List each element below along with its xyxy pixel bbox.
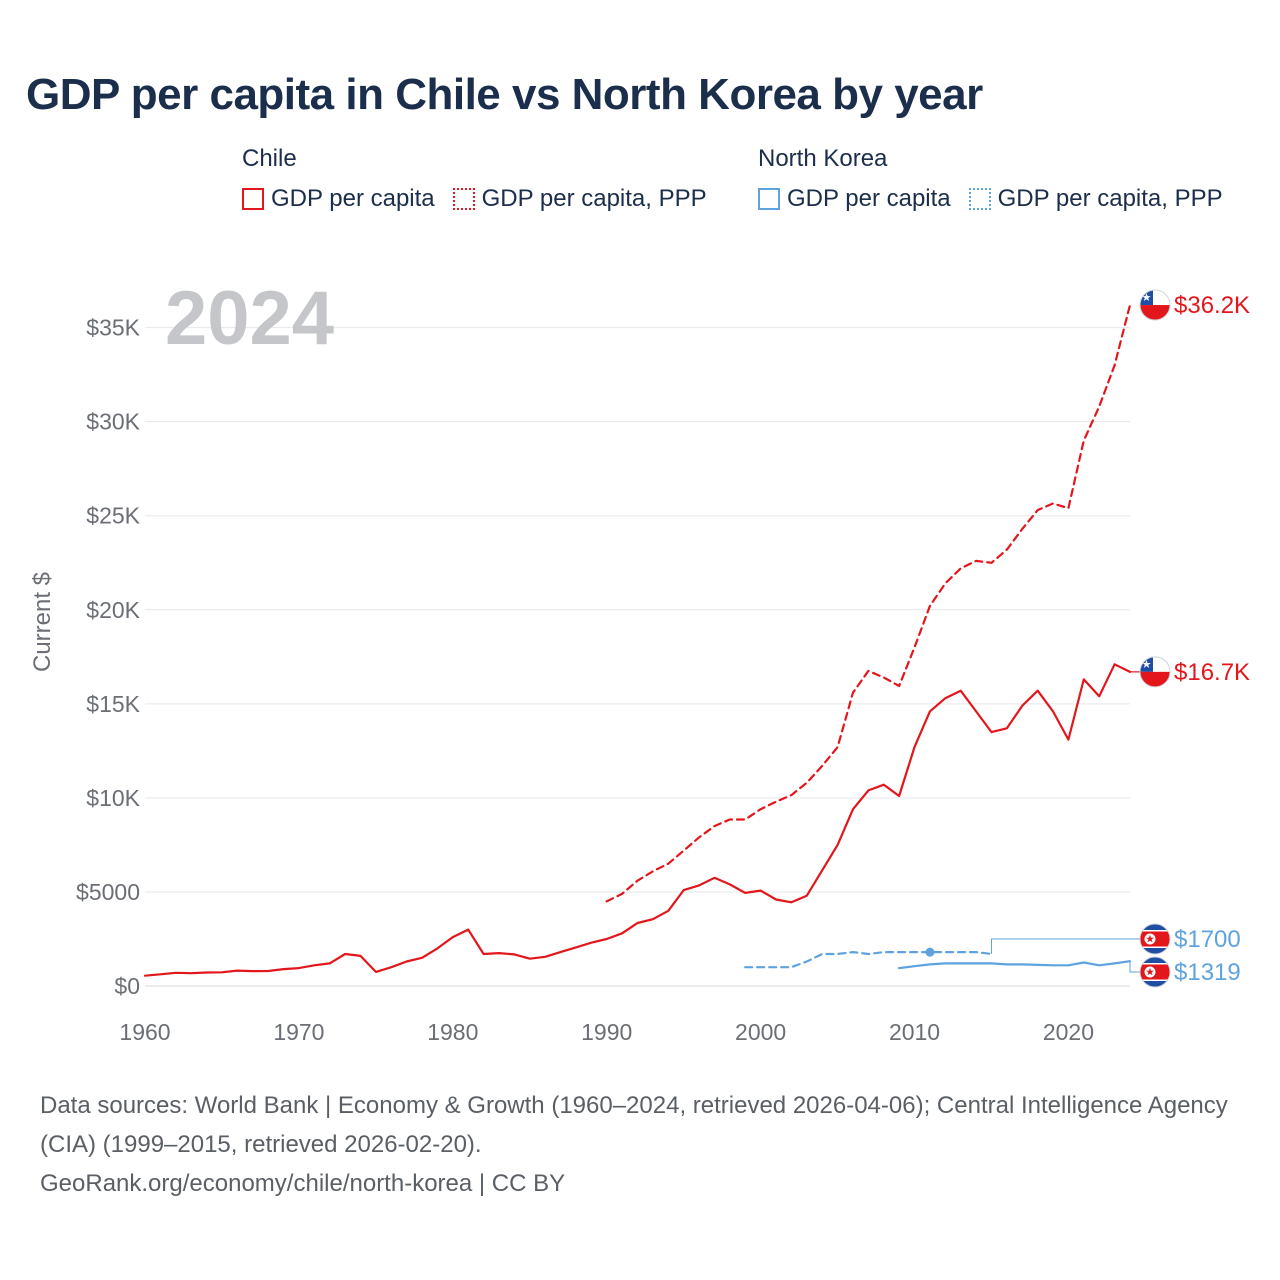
flag-shape	[1140, 924, 1170, 954]
flag-outline	[1139, 289, 1171, 321]
legend-label: GDP per capita	[271, 185, 435, 212]
legend-swatch-dotted-icon	[968, 188, 991, 210]
y-tick-label: $20K	[86, 597, 140, 623]
series-lines	[143, 303, 1132, 977]
x-axis: 1960 1970 1980 1990 2000 2010 2020	[119, 1019, 1094, 1045]
flag-outline	[1139, 656, 1171, 688]
y-tick-label: $15K	[86, 691, 140, 717]
flag-red-band	[1140, 305, 1170, 321]
y-tick-label: $0	[114, 973, 140, 999]
x-tick-label: 2020	[1043, 1019, 1094, 1045]
legend-group-label-chile: Chile	[242, 145, 297, 172]
legend-group-label-north-korea: North Korea	[758, 145, 888, 172]
y-axis-title: Current $	[29, 572, 56, 672]
end-value-label: $16.7K	[1174, 659, 1250, 686]
year-watermark: 2024	[165, 276, 334, 361]
series-north-korea-gdp	[897, 960, 1132, 970]
y-tick-label: $30K	[86, 409, 140, 435]
end-value-label: $36.2K	[1174, 292, 1250, 319]
series-chile-gdp-ppp	[605, 303, 1132, 903]
north-korea-flag-icon	[1139, 956, 1171, 988]
end-value-label: $1319	[1174, 959, 1241, 986]
flag-shape	[1140, 656, 1170, 687]
legend-group-north-korea: North Korea GDP per capita GDP per capit…	[758, 143, 1241, 213]
chile-flag-icon	[1139, 289, 1171, 321]
legend-label: GDP per capita, PPP	[481, 185, 707, 212]
north-korea-flag-icon	[1139, 923, 1171, 955]
x-tick-label: 1960	[119, 1019, 170, 1045]
flag-shape	[1140, 957, 1170, 987]
end-labels: $36.2K $16.7K $1700 $1319	[990, 289, 1250, 988]
label-connector	[1129, 961, 1140, 973]
footer: Data sources: World Bank | Economy & Gro…	[40, 1086, 1250, 1203]
data-point-marker	[925, 947, 935, 957]
y-tick-label: $10K	[86, 785, 140, 811]
series-chile-gdp	[143, 663, 1132, 977]
x-tick-label: 1970	[273, 1019, 324, 1045]
legend-label: GDP per capita, PPP	[997, 185, 1223, 212]
x-tick-label: 2000	[735, 1019, 786, 1045]
legend-item-north-korea-gdp[interactable]: GDP per capita	[758, 185, 951, 213]
flag-star	[1146, 967, 1154, 976]
x-tick-label: 1980	[427, 1019, 478, 1045]
x-tick-label: 1990	[581, 1019, 632, 1045]
flag-star	[1142, 659, 1151, 668]
grid-lines	[145, 327, 1130, 987]
flag-outline	[1139, 956, 1171, 988]
y-tick-label: $5000	[76, 879, 140, 905]
flag-red-band	[1140, 671, 1170, 687]
end-value-label: $1700	[1174, 926, 1241, 953]
flag-star	[1142, 293, 1151, 302]
chart-title: GDP per capita in Chile vs North Korea b…	[26, 70, 983, 119]
series-north-korea-gdp-ppp	[744, 950, 993, 969]
label-connector	[990, 938, 1140, 955]
y-tick-label: $35K	[86, 315, 140, 341]
legend-item-north-korea-gdp-ppp[interactable]: GDP per capita, PPP	[968, 185, 1223, 213]
x-tick-label: 2010	[889, 1019, 940, 1045]
legend-item-chile-gdp[interactable]: GDP per capita	[242, 185, 435, 213]
flag-outline	[1139, 923, 1171, 955]
legend-swatch-solid-icon	[758, 188, 780, 210]
flag-star	[1146, 934, 1154, 943]
chile-flag-icon	[1139, 656, 1171, 688]
legend-swatch-dotted-icon	[452, 188, 475, 210]
legend-label: GDP per capita	[787, 185, 951, 212]
footer-sources: Data sources: World Bank | Economy & Gro…	[40, 1092, 1228, 1158]
legend-swatch-solid-icon	[242, 188, 264, 210]
legend-item-chile-gdp-ppp[interactable]: GDP per capita, PPP	[452, 185, 707, 213]
y-tick-label: $25K	[86, 503, 140, 529]
line-chart: $0 $5000 $10K $15K $20K $25K $30K $35K 1960 1970…	[29, 276, 1250, 1045]
y-axis: $0 $5000 $10K $15K $20K $25K $30K $35K	[76, 315, 141, 999]
flag-shape	[1140, 290, 1170, 321]
legend-group-chile: Chile GDP per capita GDP per capita, PPP	[242, 143, 725, 213]
footer-credit[interactable]: GeoRank.org/economy/chile/north-korea | …	[40, 1170, 566, 1197]
